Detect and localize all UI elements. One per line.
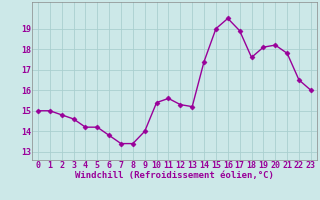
X-axis label: Windchill (Refroidissement éolien,°C): Windchill (Refroidissement éolien,°C) (75, 171, 274, 180)
